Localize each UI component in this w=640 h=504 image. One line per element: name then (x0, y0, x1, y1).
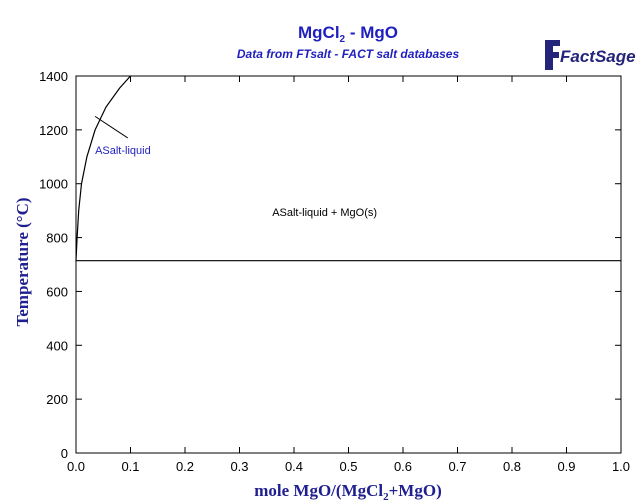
label-salt-liquid-mgo: ASalt-liquid + MgO(s) (272, 207, 377, 219)
x-tick-label: 0.7 (448, 459, 466, 474)
y-tick-label: 200 (46, 392, 68, 407)
y-tick-label: 800 (46, 231, 68, 246)
phase-boundaries (75, 75, 621, 262)
x-tick-label: 0.2 (176, 459, 194, 474)
chart-title: MgCl2 - MgO Data from FTsalt - FACT salt… (237, 23, 460, 61)
x-tick-label: 0.9 (557, 459, 575, 474)
liquidus-curve (75, 75, 131, 261)
y-tick-label: 0 (61, 446, 68, 461)
y-axis-title: Temperature (°C) (13, 197, 32, 326)
annotation-pointer (94, 115, 129, 139)
factsage-logo: FactSage (545, 40, 636, 70)
y-tick-label: 1400 (39, 69, 68, 84)
logo-text: FactSage (560, 47, 636, 66)
title-rest: - MgO (345, 23, 398, 42)
x-tick-label: 0.5 (339, 459, 357, 474)
x-axis-title-subscript: 2 (383, 491, 389, 503)
y-axis-ticks: 0 200 400 600 800 1000 1200 1400 (39, 69, 621, 461)
title-subscript: 2 (340, 34, 346, 45)
chart-title-text: MgCl2 - MgO (298, 23, 398, 45)
x-axis-title: mole MgO/(MgCl2+MgO) (254, 481, 442, 503)
plot-area-frame (75, 75, 622, 454)
x-axis-ticks: 0.0 0.1 0.2 0.3 0.4 0.5 0.6 0.7 0.8 0.9 1.0 (67, 76, 630, 474)
chart-subtitle: Data from FTsalt - FACT salt databases (237, 47, 460, 61)
logo-mark (545, 40, 560, 70)
x-tick-label: 0.1 (121, 459, 139, 474)
x-tick-label: 0.6 (394, 459, 412, 474)
y-tick-label: 600 (46, 284, 68, 299)
title-main: MgCl (298, 23, 340, 42)
x-tick-label: 0.8 (503, 459, 521, 474)
x-tick-label: 0.4 (285, 459, 303, 474)
label-salt-liquid: ASalt-liquid (95, 145, 151, 157)
y-tick-label: 1200 (39, 123, 68, 138)
x-tick-label: 1.0 (612, 459, 630, 474)
x-tick-label: 0.3 (230, 459, 248, 474)
x-axis-title-main: mole MgO/(MgCl (254, 481, 383, 500)
x-tick-label: 0.0 (67, 459, 85, 474)
y-tick-label: 400 (46, 338, 68, 353)
y-tick-label: 1000 (39, 177, 68, 192)
x-axis-title-rest: +MgO) (389, 481, 442, 500)
region-labels: ASalt-liquid ASalt-liquid + MgO(s) (94, 115, 377, 219)
